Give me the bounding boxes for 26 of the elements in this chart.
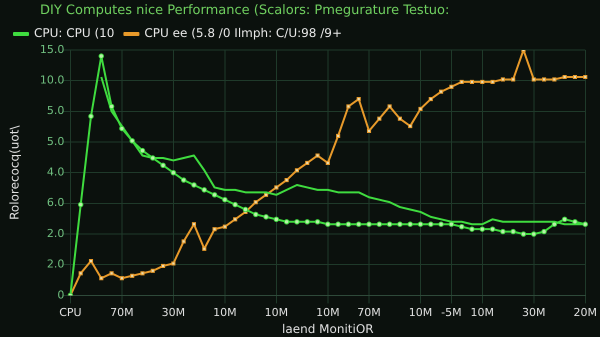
text: 6.0 — [46, 196, 64, 210]
text: 2.0 — [46, 258, 64, 271]
chart-title: DIY Computes nice Performance (Scalors: Pmegurature Testuo: — [40, 3, 450, 18]
x-tick-label: 30M — [522, 306, 546, 319]
text: 0 — [57, 288, 64, 302]
x-tick-label: 30M — [162, 306, 186, 319]
text: 15.0 — [40, 42, 64, 56]
text: 5.0 — [46, 104, 64, 118]
text: 10.0 — [40, 74, 64, 87]
x-axis-title: laend MonitiOR — [282, 322, 374, 336]
legend-label: CPU ee (5.8 /0 Ilmph: C/U:98 /9+ — [144, 26, 342, 40]
legend-label: CPU: CPU (10 — [34, 26, 114, 40]
x-tick-label: 70M — [357, 306, 381, 319]
x-tick-label: 10M — [264, 306, 288, 319]
x-tick-label: 10M — [408, 306, 432, 319]
y-axis-title: Rolorecocq(uot\ — [7, 124, 22, 220]
text: 5.0 — [46, 134, 64, 148]
x-tick-label: 10M — [470, 306, 494, 319]
x-tick-label: -5M — [441, 306, 462, 319]
x-tick-label: CPU — [59, 306, 82, 319]
x-tick-label: 10M — [316, 306, 340, 319]
text: 4.0 — [46, 166, 64, 179]
x-tick-label: 10M — [213, 306, 237, 319]
text: 2.0 — [46, 226, 64, 240]
x-tick-label: 70M — [110, 306, 134, 319]
x-tick-label: 20M — [574, 306, 598, 319]
